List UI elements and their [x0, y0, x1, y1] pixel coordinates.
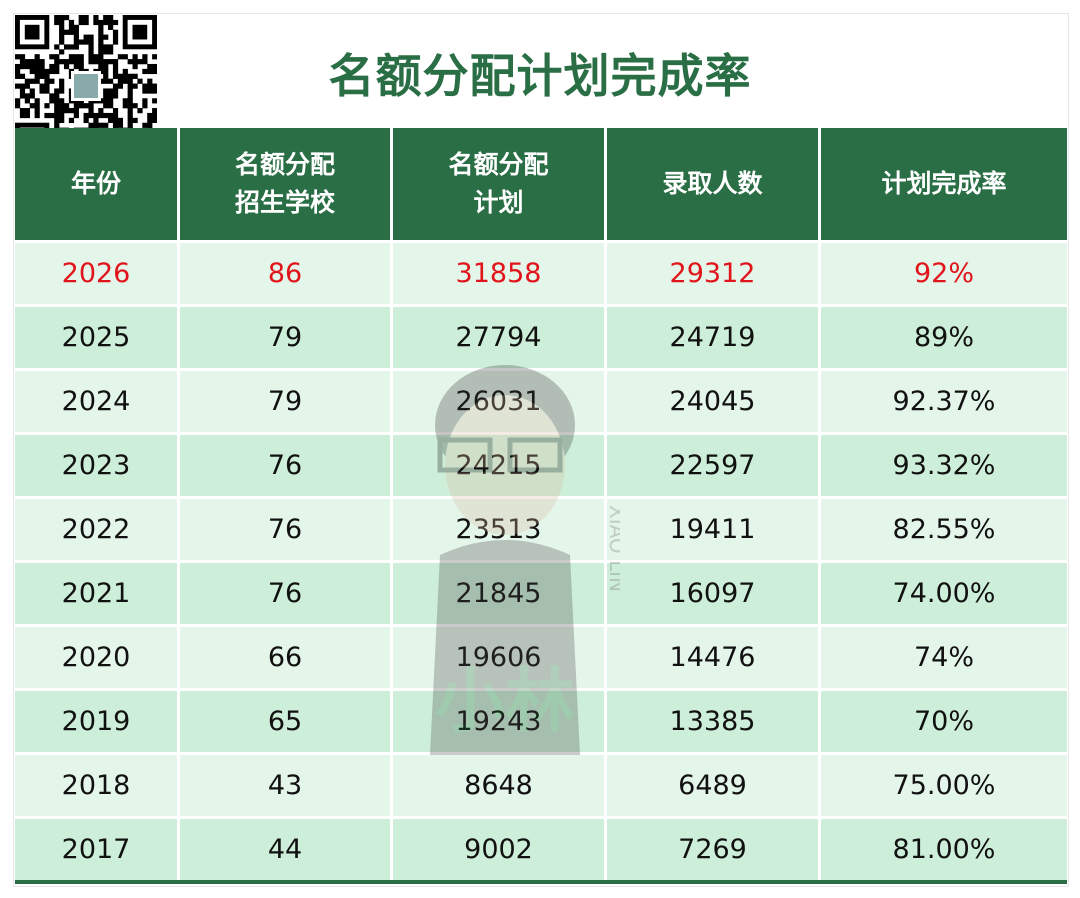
table-cell: 82.55%: [821, 499, 1067, 560]
column-header: 名额分配 招生学校: [180, 128, 390, 240]
table-cell: 70%: [821, 691, 1067, 752]
table-cell: 14476: [607, 627, 818, 688]
table-cell: 74.00%: [821, 563, 1067, 624]
table-cell: 27794: [393, 307, 604, 368]
table-cell: 6489: [607, 755, 818, 816]
table-cell: 89%: [821, 307, 1067, 368]
table-cell: 24215: [393, 435, 604, 496]
table-cell: 75.00%: [821, 755, 1067, 816]
table-cell: 29312: [607, 243, 818, 304]
table-cell: 24719: [607, 307, 818, 368]
table-cell: 79: [180, 307, 390, 368]
table-cell: 7269: [607, 819, 818, 880]
table-cell: 92.37%: [821, 371, 1067, 432]
table-cell: 2022: [15, 499, 177, 560]
table-cell: 8648: [393, 755, 604, 816]
table-cell: 23513: [393, 499, 604, 560]
table-cell: 31858: [393, 243, 604, 304]
table-cell: 2024: [15, 371, 177, 432]
column-header: 年份: [15, 128, 177, 240]
table-cell: 24045: [607, 371, 818, 432]
table-cell: 2026: [15, 243, 177, 304]
table-cell: 2025: [15, 307, 177, 368]
header-line: 年份: [70, 169, 121, 198]
table: 年份 名额分配 招生学校 名额分配 计划 录取人数 计划完成率 2026 86 31858 2931…: [15, 128, 1067, 884]
table-cell: 81.00%: [821, 819, 1067, 880]
table-cell: 21845: [393, 563, 604, 624]
table-cell: 93.32%: [821, 435, 1067, 496]
table-cell: 92%: [821, 243, 1067, 304]
table-cell: 19243: [393, 691, 604, 752]
table-cell: 86: [180, 243, 390, 304]
table-cell: 2021: [15, 563, 177, 624]
table-cell: 13385: [607, 691, 818, 752]
title: 名额分配计划完成率: [328, 49, 752, 103]
table-cell: 2019: [15, 691, 177, 752]
header-line: 招生学校: [234, 188, 335, 217]
table-cell: 43: [180, 755, 390, 816]
table-cell: 2017: [15, 819, 177, 880]
table-cell: 65: [180, 691, 390, 752]
column-header: 名额分配 计划: [393, 128, 604, 240]
table-cell: 2020: [15, 627, 177, 688]
table-cell: 79: [180, 371, 390, 432]
table-cell: 19411: [607, 499, 818, 560]
table-cell: 2018: [15, 755, 177, 816]
table-cell: 22597: [607, 435, 818, 496]
table-cell: 44: [180, 819, 390, 880]
table-cell: 2023: [15, 435, 177, 496]
header-line: 名额分配: [234, 150, 335, 179]
table-cell: 26031: [393, 371, 604, 432]
header-line: 名额分配: [448, 150, 549, 179]
table-cell: 74%: [821, 627, 1067, 688]
header-line: 计划: [473, 188, 524, 217]
header-line: 录取人数: [662, 169, 763, 198]
column-header: 计划完成率: [821, 128, 1067, 240]
column-header: 录取人数: [607, 128, 818, 240]
table-cell: 76: [180, 499, 390, 560]
table-cell: 76: [180, 435, 390, 496]
table-cell: 66: [180, 627, 390, 688]
frame: [13, 13, 1069, 887]
table-cell: 9002: [393, 819, 604, 880]
table-cell: 16097: [607, 563, 818, 624]
table-cell: 76: [180, 563, 390, 624]
header-line: 计划完成率: [881, 169, 1007, 198]
table-cell: 19606: [393, 627, 604, 688]
